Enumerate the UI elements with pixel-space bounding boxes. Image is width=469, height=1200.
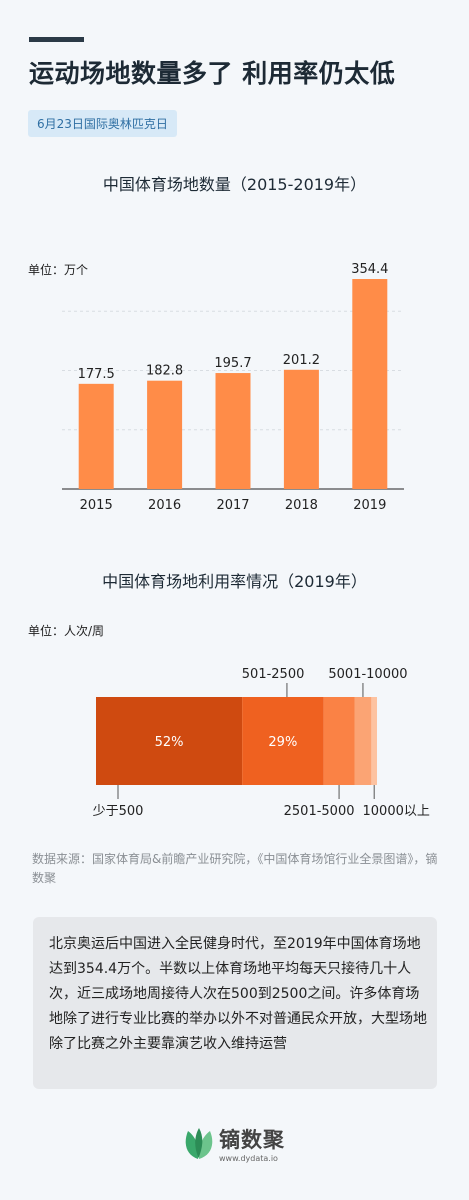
bar-chart: 177.5 2015 182.8 2016 195.7 2017 201.2 2018 354.… [62,262,404,513]
stacked-segment [371,697,377,785]
bar-value-label: 195.7 [214,356,251,371]
bar-chart-title: 中国体育场地数量（2015-2019年） [102,175,367,194]
stacked-segment [242,697,324,785]
x-tick-label: 2015 [80,498,113,513]
bar-value-label: 182.8 [146,364,183,379]
bar [215,373,251,489]
stacked-chart-title: 中国体育场地利用率情况（2019年） [102,572,367,591]
stacked-bar-chart: 52% 29% 少于500 501-2500 2501-5000 5001-10000 10… [93,667,430,819]
summary-box [33,917,437,1089]
segment-value-label: 52% [155,735,184,750]
bar [352,279,388,489]
bar [283,369,319,489]
stacked-segment [96,697,243,785]
logo-name: 镝数聚 [219,1128,285,1152]
bar-value-label: 177.5 [78,367,115,382]
stacked-segment [354,697,372,785]
x-tick-label: 2016 [148,498,181,513]
segment-category-label: 少于500 [93,804,144,819]
segment-category-label: 501-2500 [242,667,305,682]
segment-category-label: 2501-5000 [284,804,355,819]
data-source-note: 数据来源：国家体育局&前瞻产业研究院，《中国体育场馆行业全景图谱》，镝数聚 [32,852,438,885]
bar [147,380,183,489]
bar-value-label: 354.4 [351,262,388,277]
title-accent-bar [29,37,84,42]
x-tick-label: 2017 [216,498,249,513]
segment-value-label: 29% [268,735,297,750]
bar [78,383,114,489]
logo-url: www.dydata.io [219,1154,278,1163]
date-tag: 6月23日国际奥林匹克日 [28,110,177,137]
stacked-chart-unit-label: 单位：人次/周 [28,624,105,638]
leaf-logo-icon [185,1128,213,1159]
page-title: 运动场地数量多了 利用率仍太低 [29,59,396,88]
x-tick-label: 2018 [285,498,318,513]
segment-category-label: 5001-10000 [328,667,407,682]
x-tick-label: 2019 [353,498,386,513]
stacked-segment [323,697,355,785]
segment-category-label: 10000以上 [363,804,430,819]
bar-chart-unit-label: 单位：万个 [28,263,89,277]
summary-text: 北京奥运后中国进入全民健身时代，至2019年中国体育场地达到354.4万个。半数… [49,936,427,1052]
bar-value-label: 201.2 [283,353,320,368]
